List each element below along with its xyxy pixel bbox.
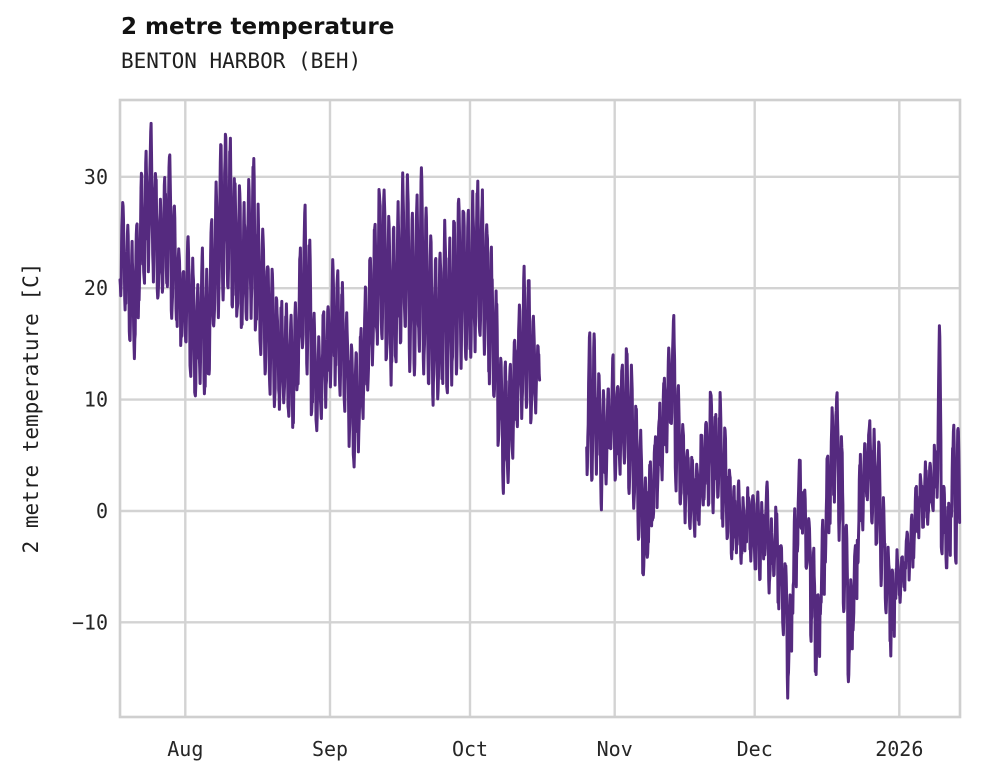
- chart-subtitle: BENTON HARBOR (BEH): [121, 49, 362, 73]
- x-tick-label: Oct: [452, 737, 488, 761]
- plot-border: [118, 98, 962, 719]
- x-tick-label: Aug: [167, 737, 203, 761]
- y-tick-label: 30: [84, 165, 108, 189]
- y-tick-label: −10: [72, 610, 108, 634]
- gridlines: [120, 100, 960, 717]
- x-tick-label: 2026: [875, 737, 923, 761]
- y-tick-label: 20: [84, 276, 108, 300]
- y-tick-labels: 30 20 10 0 −10: [72, 165, 108, 634]
- x-tick-label: Nov: [597, 737, 633, 761]
- chart-title: 2 metre temperature: [121, 14, 395, 40]
- y-tick-label: 0: [96, 499, 108, 523]
- x-tick-label: Sep: [312, 737, 348, 761]
- x-tick-label: Dec: [737, 737, 773, 761]
- temperature-line: [118, 121, 962, 700]
- y-tick-label: 10: [84, 388, 108, 412]
- x-tick-labels: Aug Sep Oct Nov Dec 2026: [167, 737, 923, 761]
